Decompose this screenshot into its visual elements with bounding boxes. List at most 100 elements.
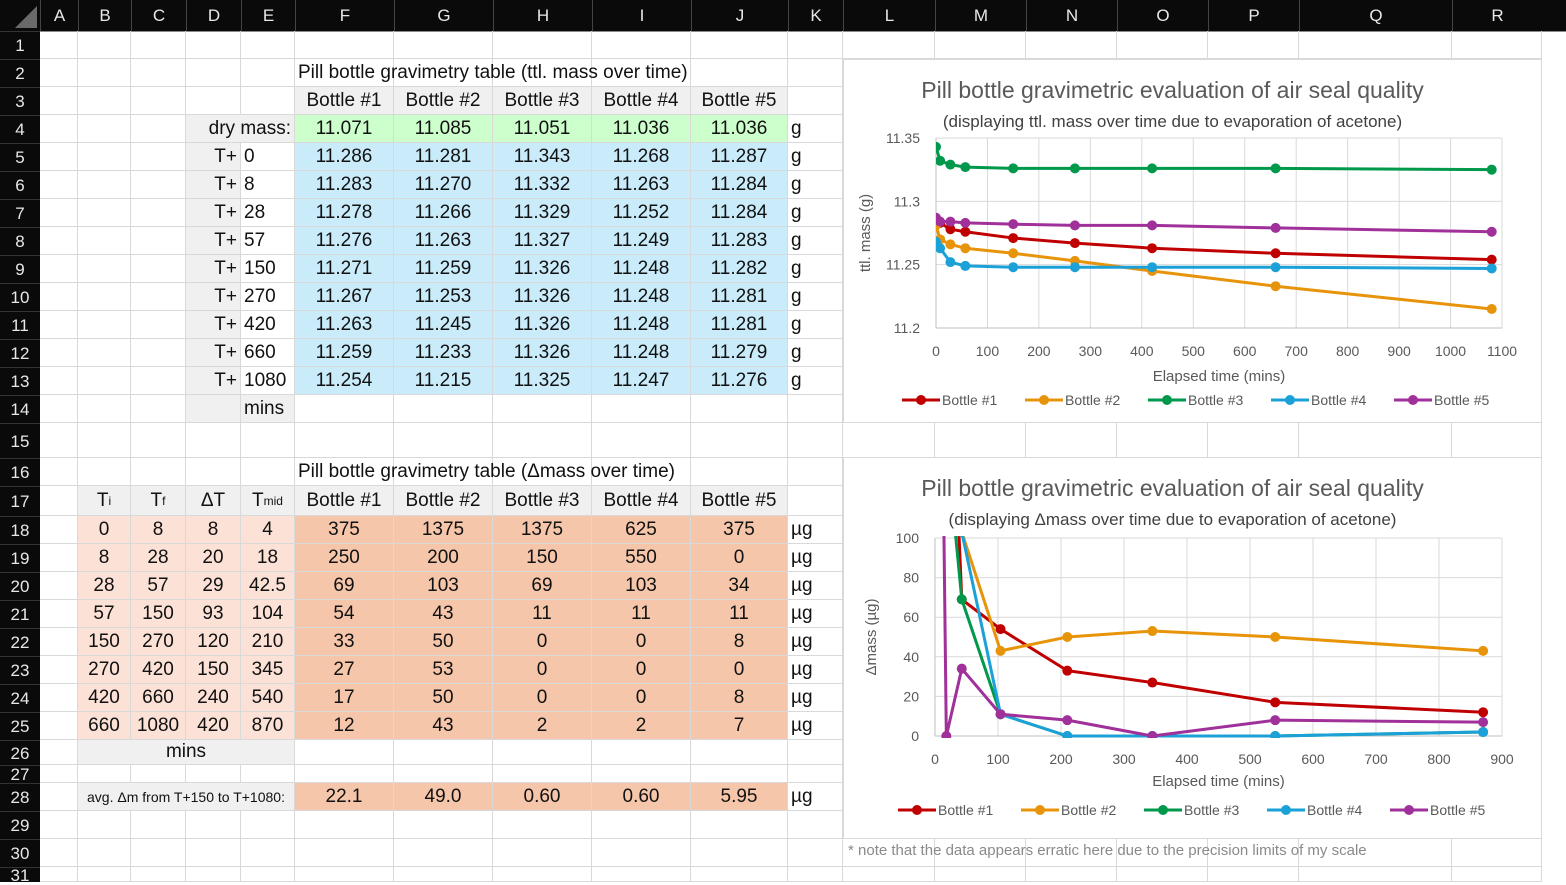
cell-K17[interactable] bbox=[788, 486, 843, 516]
column-header-A[interactable]: A bbox=[40, 0, 78, 31]
time-prefix[interactable]: T+ bbox=[186, 171, 241, 199]
cell-A28[interactable] bbox=[40, 783, 78, 811]
mass-value[interactable]: 11.263 bbox=[592, 171, 691, 199]
cell-A19[interactable] bbox=[40, 544, 78, 572]
delta-mass-value[interactable]: 69 bbox=[295, 572, 394, 600]
row-header-7[interactable]: 7 bbox=[0, 199, 40, 227]
data-point[interactable] bbox=[1486, 254, 1497, 265]
cell-C31[interactable] bbox=[131, 867, 186, 882]
cell-D1[interactable] bbox=[186, 31, 241, 59]
cell-C14[interactable] bbox=[131, 395, 186, 423]
row-header-9[interactable]: 9 bbox=[0, 255, 40, 283]
time-value[interactable]: 57 bbox=[78, 600, 131, 628]
delta-mass-value[interactable]: 250 bbox=[295, 544, 394, 572]
mass-value[interactable]: 11.248 bbox=[592, 311, 691, 339]
delta-mass-value[interactable]: 0 bbox=[691, 544, 788, 572]
cell-F30[interactable] bbox=[295, 839, 394, 867]
blank-cell[interactable] bbox=[186, 395, 241, 423]
data-point[interactable] bbox=[960, 162, 971, 173]
mass-value[interactable]: 11.326 bbox=[493, 339, 592, 367]
delta-mass-value[interactable]: 103 bbox=[592, 572, 691, 600]
table2-header[interactable]: Bottle #5 bbox=[691, 486, 788, 516]
cell-K26[interactable] bbox=[788, 740, 843, 765]
time-value[interactable]: 1080 bbox=[131, 712, 186, 740]
cell-B7[interactable] bbox=[78, 199, 131, 227]
unit-label[interactable]: g bbox=[788, 339, 843, 367]
cell-H26[interactable] bbox=[493, 740, 592, 765]
column-header-K[interactable]: K bbox=[788, 0, 843, 31]
time-value[interactable]: 270 bbox=[131, 628, 186, 656]
cell-J14[interactable] bbox=[691, 395, 788, 423]
delta-mass-value[interactable]: 2 bbox=[592, 712, 691, 740]
unit-label[interactable]: µg bbox=[788, 516, 843, 544]
delta-mass-value[interactable]: 103 bbox=[394, 572, 493, 600]
cell-A11[interactable] bbox=[40, 311, 78, 339]
time-value[interactable]: 420 bbox=[131, 656, 186, 684]
data-point[interactable] bbox=[945, 257, 956, 268]
cell-P30[interactable] bbox=[1208, 839, 1299, 867]
mass-value[interactable]: 11.329 bbox=[493, 199, 592, 227]
cell-R30[interactable] bbox=[1452, 839, 1542, 867]
cell-A15[interactable] bbox=[40, 423, 78, 458]
cell-E31[interactable] bbox=[241, 867, 295, 882]
time-value[interactable]: 93 bbox=[186, 600, 241, 628]
time-unit-label[interactable]: mins bbox=[78, 740, 295, 765]
avg-value[interactable]: 22.1 bbox=[295, 783, 394, 811]
cell-L15[interactable] bbox=[843, 423, 935, 458]
data-point[interactable] bbox=[1147, 626, 1158, 637]
cell-K30[interactable] bbox=[788, 839, 843, 867]
mass-value[interactable]: 11.276 bbox=[691, 367, 788, 395]
cell-C9[interactable] bbox=[131, 255, 186, 283]
cell-A7[interactable] bbox=[40, 199, 78, 227]
cell-A3[interactable] bbox=[40, 87, 78, 115]
cell-H27[interactable] bbox=[493, 765, 592, 783]
delta-mass-value[interactable]: 69 bbox=[493, 572, 592, 600]
mass-value[interactable]: 11.247 bbox=[592, 367, 691, 395]
unit-label[interactable]: µg bbox=[788, 684, 843, 712]
row-header-19[interactable]: 19 bbox=[0, 544, 40, 572]
delta-mass-value[interactable]: 54 bbox=[295, 600, 394, 628]
mass-value[interactable]: 11.286 bbox=[295, 143, 394, 171]
cell-A22[interactable] bbox=[40, 628, 78, 656]
cell-A13[interactable] bbox=[40, 367, 78, 395]
data-point[interactable] bbox=[1147, 220, 1158, 231]
cell-E27[interactable] bbox=[241, 765, 295, 783]
time-value[interactable]: 870 bbox=[241, 712, 295, 740]
column-header-I[interactable]: I bbox=[592, 0, 691, 31]
cell-Q31[interactable] bbox=[1299, 867, 1452, 882]
delta-mass-value[interactable]: 43 bbox=[394, 600, 493, 628]
data-point[interactable] bbox=[1008, 163, 1019, 174]
delta-mass-value[interactable]: 8 bbox=[691, 684, 788, 712]
mass-value[interactable]: 11.245 bbox=[394, 311, 493, 339]
mass-value[interactable]: 11.326 bbox=[493, 255, 592, 283]
cell-G1[interactable] bbox=[394, 31, 493, 59]
time-value[interactable]: 0 bbox=[78, 516, 131, 544]
time-value[interactable]: 29 bbox=[186, 572, 241, 600]
delta-mass-value[interactable]: 33 bbox=[295, 628, 394, 656]
cell-C15[interactable] bbox=[131, 423, 186, 458]
cell-P1[interactable] bbox=[1208, 31, 1299, 59]
cell-A21[interactable] bbox=[40, 600, 78, 628]
cell-C4[interactable] bbox=[131, 115, 186, 143]
table2-header[interactable]: Bottle #1 bbox=[295, 486, 394, 516]
cell-P15[interactable] bbox=[1208, 423, 1299, 458]
time-value[interactable]: 8 bbox=[78, 544, 131, 572]
time-value[interactable]: 540 bbox=[241, 684, 295, 712]
cell-A4[interactable] bbox=[40, 115, 78, 143]
cell-Q30[interactable] bbox=[1299, 839, 1452, 867]
row-header-4[interactable]: 4 bbox=[0, 115, 40, 143]
cell-Q1[interactable] bbox=[1299, 31, 1452, 59]
column-header-J[interactable]: J bbox=[691, 0, 788, 31]
cell-E30[interactable] bbox=[241, 839, 295, 867]
cell-B13[interactable] bbox=[78, 367, 131, 395]
row-header-18[interactable]: 18 bbox=[0, 516, 40, 544]
data-point[interactable] bbox=[1147, 163, 1158, 174]
mass-value[interactable]: 11.287 bbox=[691, 143, 788, 171]
data-point[interactable] bbox=[1069, 163, 1080, 174]
delta-mass-value[interactable]: 0 bbox=[592, 628, 691, 656]
delta-mass-value[interactable]: 0 bbox=[691, 656, 788, 684]
unit-label[interactable]: g bbox=[788, 227, 843, 255]
row-header-24[interactable]: 24 bbox=[0, 684, 40, 712]
cell-B16[interactable] bbox=[78, 458, 131, 486]
